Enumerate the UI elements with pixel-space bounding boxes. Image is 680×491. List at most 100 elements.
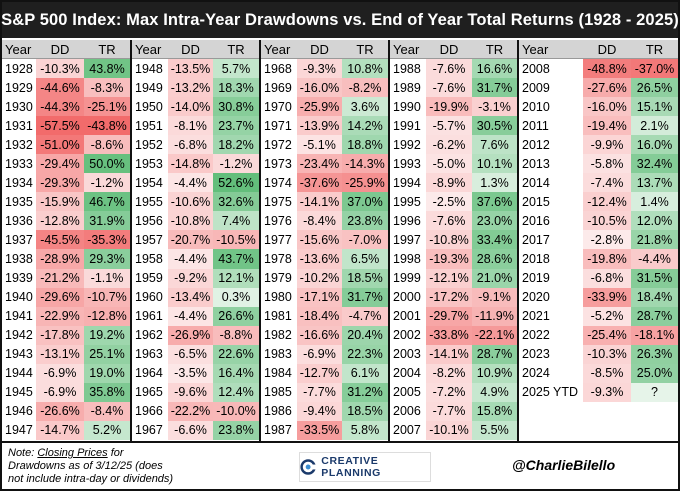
table-row: 1973 -23.4% -14.3% (261, 154, 388, 174)
year-cell: 1986 (264, 404, 292, 419)
total-return-cell: 23.0% (472, 211, 517, 231)
table-header-row: Year DD TR (390, 40, 517, 59)
table-row: 1964 -3.5% 16.4% (132, 363, 259, 383)
table-row: 1959 -9.2% 12.1% (132, 268, 259, 288)
drawdown-cell: -10.3% (583, 344, 631, 364)
table-row: 2022 -25.4% -18.1% (519, 325, 678, 345)
total-return-cell: -1.2% (213, 154, 259, 174)
year-cell: 1958 (135, 251, 163, 266)
drawdown-cell: -29.3% (36, 173, 84, 193)
table-row: 1932 -51.0% -8.6% (2, 135, 130, 155)
drawdown-cell: -7.6% (426, 211, 472, 231)
drawdown-cell: -19.8% (583, 249, 631, 269)
total-return-cell: 18.3% (213, 78, 259, 98)
total-return-cell: 20.4% (342, 325, 388, 345)
footer: Note: Closing Prices for Drawdowns as of… (2, 441, 678, 489)
total-return-cell: 52.6% (213, 173, 259, 193)
total-return-cell: 15.1% (631, 97, 678, 117)
year-cell: 1946 (5, 404, 33, 419)
total-return-cell: 0.3% (213, 287, 259, 307)
year-cell: 1963 (135, 347, 163, 362)
year-cell: 1980 (264, 290, 292, 305)
total-return-cell: -10.5% (213, 230, 259, 250)
year-cell: 2000 (393, 290, 421, 305)
year-cell: 1932 (5, 137, 33, 152)
footnote-rest: for Drawdowns as of 3/12/25 (does not in… (8, 447, 174, 485)
drawdown-cell: -27.6% (583, 78, 631, 98)
drawdown-cell: -2.8% (583, 230, 631, 250)
year-cell: 1990 (393, 99, 421, 114)
total-return-cell: 33.4% (472, 230, 517, 250)
drawdown-cell: -10.5% (583, 211, 631, 231)
drawdown-cell: -7.2% (426, 382, 472, 402)
table-header-row: Year DD TR (519, 40, 678, 59)
drawdown-cell: -14.7% (36, 420, 84, 440)
table-row: 2009 -27.6% 26.5% (519, 78, 678, 98)
table-row: 1936 -12.8% 31.9% (2, 211, 130, 231)
table-row: 1955 -10.6% 32.6% (132, 192, 259, 212)
header-dd: DD (597, 41, 617, 57)
year-cell: 1968 (264, 61, 292, 76)
year-cell: 2025 YTD (522, 385, 579, 400)
table-row: 1974 -37.6% -25.9% (261, 173, 388, 193)
year-cell: 1970 (264, 99, 292, 114)
creative-planning-logo-icon (300, 459, 317, 475)
total-return-cell: 16.4% (213, 363, 259, 383)
table-row: 1971 -13.9% 14.2% (261, 116, 388, 136)
year-cell: 1975 (264, 194, 292, 209)
drawdown-cell: -29.7% (426, 306, 472, 326)
table-row: 1995 -2.5% 37.6% (390, 192, 517, 212)
total-return-cell: 23.8% (213, 420, 259, 440)
table-row: 2005 -7.2% 4.9% (390, 382, 517, 402)
total-return-cell: -25.9% (342, 173, 388, 193)
year-cell: 1976 (264, 213, 292, 228)
table-header-row: Year DD TR (261, 40, 388, 59)
total-return-cell: -1.2% (84, 173, 130, 193)
total-return-cell: -7.0% (342, 230, 388, 250)
drawdown-cell: -19.4% (583, 116, 631, 136)
total-return-cell: 1.3% (472, 173, 517, 193)
total-return-cell: 26.6% (213, 306, 259, 326)
table-row: 1949 -13.2% 18.3% (132, 78, 259, 98)
total-return-cell: 30.8% (213, 97, 259, 117)
total-return-cell: 22.3% (342, 344, 388, 364)
drawdown-cell: -6.8% (168, 135, 213, 155)
year-cell: 2011 (522, 118, 549, 133)
drawdown-cell: -7.6% (426, 59, 472, 79)
table-row: 1972 -5.1% 18.8% (261, 135, 388, 155)
total-return-cell: 10.8% (342, 59, 388, 79)
drawdown-cell: -4.4% (168, 173, 213, 193)
year-cell: 2016 (522, 213, 550, 228)
table-row: 2000 -17.2% -9.1% (390, 287, 517, 307)
total-return-cell: 35.8% (84, 382, 130, 402)
total-return-cell: 25.0% (631, 363, 678, 383)
drawdown-cell: -9.2% (168, 268, 213, 288)
year-cell: 1982 (264, 328, 292, 343)
total-return-cell: -9.1% (472, 287, 517, 307)
drawdown-cell: -9.3% (297, 59, 342, 79)
table-row: 1953 -14.8% -1.2% (132, 154, 259, 174)
footnote-prefix: Note: (8, 447, 38, 459)
year-cell: 1969 (264, 80, 292, 95)
total-return-cell: 22.6% (213, 344, 259, 364)
table-row: 1947 -14.7% 5.2% (2, 420, 130, 440)
drawdown-cell: -8.2% (426, 363, 472, 383)
table-row: 1988 -7.6% 16.6% (390, 59, 517, 79)
drawdown-cell: -22.2% (168, 401, 213, 421)
total-return-cell: -37.0% (631, 59, 678, 79)
year-cell: 1934 (5, 175, 33, 190)
drawdown-cell: -14.0% (168, 97, 213, 117)
year-cell: 2001 (393, 309, 421, 324)
drawdown-cell: -8.4% (297, 211, 342, 231)
total-return-cell: -1.1% (84, 268, 130, 288)
year-cell: 1956 (135, 213, 163, 228)
drawdown-cell: -26.6% (36, 401, 84, 421)
total-return-cell: -25.1% (84, 97, 130, 117)
header-tr: TR (227, 41, 245, 57)
table-row: 1937 -45.5% -35.3% (2, 230, 130, 250)
total-return-cell: 2.1% (631, 116, 678, 136)
drawdown-cell: -17.2% (426, 287, 472, 307)
total-return-cell: -43.8% (84, 116, 130, 136)
year-cell: 1989 (393, 80, 421, 95)
year-cell: 1960 (135, 290, 163, 305)
